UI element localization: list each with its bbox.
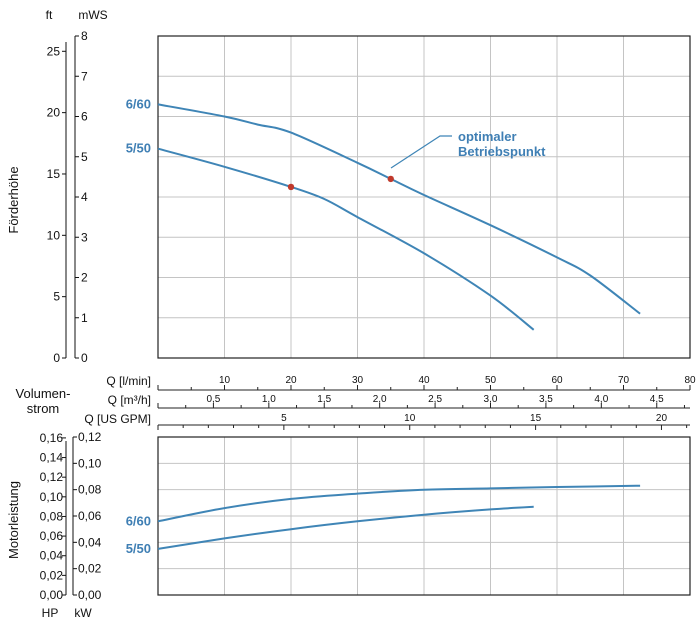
lmin-axis-label: Q [l/min] (106, 374, 151, 388)
lmin-tick-label: 70 (618, 375, 630, 386)
m3h-tick-label: 4,5 (650, 394, 664, 405)
ft-tick-label: 5 (53, 290, 60, 304)
flow-title-line-1: Volumen- (16, 386, 71, 401)
hp-tick-label: 0,14 (40, 451, 64, 465)
kw-tick-label: 0,08 (78, 483, 102, 497)
mws-tick-label: 6 (81, 110, 88, 124)
mws-tick-label: 4 (81, 190, 88, 204)
hp-tick-label: 0,10 (40, 490, 64, 504)
m3h-tick-label: 4,0 (594, 394, 608, 405)
kw-unit-label: kW (74, 606, 92, 620)
usgpm-tick-label: 20 (656, 413, 668, 424)
ft-unit-label: ft (46, 8, 53, 22)
power-y-label: Motorleistung (6, 481, 21, 559)
power-chart-frame (157, 436, 691, 596)
lmin-tick-label: 50 (485, 375, 497, 386)
head-curve-6-60 (157, 103, 641, 315)
power-curves: 6/60 5/50 (126, 484, 641, 556)
hp-tick-label: 0,16 (40, 431, 64, 445)
head-curves: 6/60 5/50 (126, 96, 641, 331)
kw-tick-label: 0,10 (78, 456, 102, 470)
ft-tick-label: 0 (53, 351, 60, 365)
lmin-tick-label: 80 (684, 375, 696, 386)
mws-tick-label: 5 (81, 150, 88, 164)
head-series-label-5-50: 5/50 (126, 141, 151, 156)
kw-tick-label: 0,04 (78, 535, 102, 549)
m3h-tick-label: 2,5 (428, 394, 442, 405)
mws-tick-label: 0 (81, 351, 88, 365)
hp-tick-label: 0,08 (40, 509, 64, 523)
power-series-label-6-60: 6/60 (126, 513, 151, 528)
kw-tick-label: 0,06 (78, 509, 102, 523)
mws-tick-label: 7 (81, 69, 88, 83)
lmin-tick-label: 10 (219, 375, 231, 386)
m3h-tick-label: 0,5 (206, 394, 220, 405)
ft-tick-label: 15 (47, 167, 61, 181)
usgpm-axis-label: Q [US GPM] (84, 412, 151, 426)
optimal-operating-point-annotation: optimaler Betriebspunkt (390, 129, 546, 169)
kw-tick-label: 0,02 (78, 562, 102, 576)
mws-tick-label: 1 (81, 311, 88, 325)
mws-tick-label: 2 (81, 271, 88, 285)
ft-tick-label: 25 (47, 44, 61, 58)
mws-unit-label: mWS (78, 8, 107, 22)
flow-scales: 10 20 30 40 50 60 70 80 0,5 1,0 1,5 2,0 2,5 3,0 3,5 4,0… (157, 375, 696, 430)
head-chart-grid (158, 36, 690, 358)
kw-tick-label: 0,00 (78, 588, 102, 602)
operating-point-marker-5-50 (287, 183, 295, 191)
mws-tick-label: 3 (81, 230, 88, 244)
annotation-line-2: Betriebspunkt (458, 144, 546, 159)
lmin-tick-label: 30 (352, 375, 364, 386)
hp-tick-label: 0,00 (40, 588, 64, 602)
m3h-tick-label: 3,0 (484, 394, 498, 405)
hp-tick-label: 0,04 (40, 549, 64, 563)
flow-title-line-2: strom (27, 401, 60, 416)
head-y-label: Förderhöhe (6, 166, 21, 233)
lmin-tick-label: 40 (418, 375, 430, 386)
m3h-tick-label: 1,5 (317, 394, 331, 405)
hp-unit-label: HP (42, 606, 59, 620)
ft-tick-label: 10 (47, 228, 61, 242)
hp-tick-label: 0,02 (40, 568, 64, 582)
m3h-tick-label: 2,0 (373, 394, 387, 405)
annotation-leader-line (390, 135, 452, 169)
flow-axes: Volumen- strom Q [l/min] Q [m³/h] Q [US … (16, 374, 696, 430)
lmin-tick-label: 20 (285, 375, 297, 386)
head-curve-5-50 (157, 147, 535, 331)
m3h-axis-label: Q [m³/h] (108, 393, 151, 407)
head-series-label-6-60: 6/60 (126, 96, 151, 111)
operating-point-marker-6-60 (387, 175, 394, 183)
m3h-tick-label: 1,0 (262, 394, 276, 405)
power-curve-5-50 (157, 505, 534, 550)
usgpm-tick-label: 5 (281, 413, 287, 424)
head-chart-frame (157, 35, 691, 359)
kw-tick-label: 0,12 (78, 430, 102, 444)
power-chart-grid (158, 437, 690, 595)
power-curve-6-60 (157, 484, 641, 523)
hp-tick-label: 0,12 (40, 470, 64, 484)
power-chart: 0,00 0,02 0,04 0,06 0,08 0,10 0,12 0,14 0,16 0,00… (6, 430, 691, 620)
ft-tick-label: 20 (47, 106, 61, 120)
head-y-axes: 0 5 10 15 20 25 0 1 2 3 4 5 6 7 8 (47, 29, 88, 365)
m3h-tick-label: 3,5 (539, 394, 553, 405)
usgpm-tick-label: 15 (530, 413, 542, 424)
mws-tick-label: 8 (81, 29, 88, 43)
power-y-axes: 0,00 0,02 0,04 0,06 0,08 0,10 0,12 0,14 0,16 0,00… (40, 430, 102, 602)
hp-tick-label: 0,06 (40, 529, 64, 543)
annotation-line-1: optimaler (458, 129, 517, 144)
power-series-label-5-50: 5/50 (126, 541, 151, 556)
lmin-tick-label: 60 (551, 375, 563, 386)
usgpm-tick-label: 10 (404, 413, 416, 424)
